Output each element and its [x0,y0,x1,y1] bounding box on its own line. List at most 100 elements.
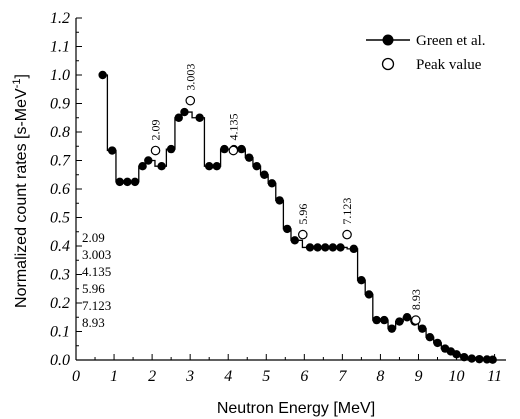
green-data-point-24 [305,243,315,252]
green-data-point-16 [237,144,246,154]
green-data-point-46 [475,354,484,364]
legend-label-peak: Peak value [416,57,482,73]
x-tick-label-5: 5 [262,368,270,385]
peak-list-item-1: 3.003 [82,247,111,262]
x-tick-label-8: 8 [376,368,384,385]
green-data-point-35 [395,317,404,326]
x-tick-label-6: 6 [300,368,308,385]
green-data-point-22 [282,224,292,234]
y-axis-title: Normalized count rates [s-MeV-1] [11,74,30,308]
green-data-point-44 [459,352,469,362]
peak-value-list: 2.09 3.003 4.135 5.96 7.123 8.93 [82,230,111,330]
peak-list-item-3: 5.96 [82,281,105,296]
x-axis-title: Neutron Energy [MeV] [217,400,375,417]
peak-label-2: 4.135 [226,114,240,141]
y-tick-label-1: 0.1 [50,324,70,341]
green-data-point-36 [402,313,412,322]
green-data-point-27 [328,243,338,252]
green-data-point-21 [275,196,284,205]
green-data-point-5 [138,162,147,171]
green-data-point-0 [98,70,107,80]
x-tick-label-2: 2 [148,368,156,385]
x-tick-label-11: 11 [487,368,502,385]
peak-marker-0 [150,145,161,156]
peak-list-item-0: 2.09 [82,230,105,245]
x-tick-label-3: 3 [185,368,194,385]
peak-list-item-4: 7.123 [82,298,111,313]
y-tick-label-6: 0.6 [50,181,70,198]
peak-marker-4 [342,229,352,240]
peak-marker-3 [297,229,308,240]
y-axis-title-main: Normalized count rates [s-MeV [13,88,30,308]
x-tick-label-1: 1 [110,368,118,385]
peak-list-item-5: 8.93 [82,315,105,330]
x-tick-label-10: 10 [449,368,465,385]
peak-list-item-2: 4.135 [82,264,111,279]
legend-label-green: Green et al. [416,33,486,49]
green-data-point-32 [372,315,381,325]
green-data-point-12 [204,162,214,171]
green-data-point-20 [267,179,277,188]
peak-marker-2 [228,145,239,156]
y-tick-label-12: 1.2 [50,10,70,27]
y-tick-label-9: 0.9 [50,96,70,113]
peak-label-1: 3.003 [183,64,197,91]
y-tick-label-3: 0.3 [50,267,70,284]
peak-label-0: 2.09 [149,120,163,141]
green-data-point-8 [166,144,176,154]
peak-marker-1 [185,95,196,106]
green-data-point-4 [130,177,140,187]
legend-marker-peak [381,57,395,71]
peak-marker-5 [411,315,421,325]
green-data-point-3 [123,177,132,187]
peak-label-3: 5.96 [296,204,310,225]
y-tick-label-2: 0.2 [50,295,70,312]
green-data-point-10 [180,107,189,117]
green-data-point-9 [174,113,183,122]
peak-label-5: 8.93 [409,289,423,310]
green-data-point-17 [244,153,254,162]
green-data-point-25 [313,243,322,252]
green-data-point-1 [107,146,117,155]
green-data-point-45 [467,354,476,363]
y-tick-label-0: 0.0 [50,352,70,369]
green-data-point-30 [357,276,366,285]
legend: Green et al. Peak value [366,33,486,73]
y-tick-label-7: 0.7 [50,153,71,170]
green-data-point-39 [425,333,435,342]
green-data-point-34 [387,324,397,333]
green-data-point-18 [252,162,261,171]
green-data-point-29 [349,244,358,254]
green-data-point-28 [336,243,345,252]
green-data-point-23 [290,236,300,245]
y-tick-label-8: 0.8 [50,124,70,141]
y-tick-label-11: 1.1 [50,39,70,56]
y-tick-label-4: 0.4 [50,238,70,255]
green-data-point-38 [418,324,427,333]
x-tick-label-4: 4 [224,368,232,385]
green-data-point-19 [260,170,269,179]
x-tick-label-0: 0 [72,368,80,385]
legend-marker-green [382,34,394,46]
x-tick-label-7: 7 [338,368,347,385]
green-data-point-33 [380,315,389,325]
green-data-point-13 [212,162,221,171]
y-tick-label-5: 0.5 [50,210,70,227]
y-axis-title-sup: -1 [11,79,23,89]
green-data-point-6 [144,156,153,165]
green-data-point-26 [321,243,330,252]
plot-area: 2.09 3.003 4.135 5.96 7.123 8.93 [98,64,497,364]
green-data-point-31 [364,290,374,299]
x-tick-label-9: 9 [414,368,422,385]
green-data-point-7 [157,162,166,171]
green-data-point-2 [115,177,124,187]
peak-label-4: 7.123 [340,198,354,225]
y-axis-title-close: ] [13,74,30,78]
axes: 0 1 2 3 4 5 6 7 8 9 10 11 0.0 0.1 0.2 0.3 0.4 0.5 0.6 0.7 0.… [50,10,506,385]
green-data-point-11 [195,113,204,122]
y-tick-label-10: 1.0 [50,67,70,84]
green-data-point-14 [220,144,229,154]
green-data-point-40 [433,338,442,348]
